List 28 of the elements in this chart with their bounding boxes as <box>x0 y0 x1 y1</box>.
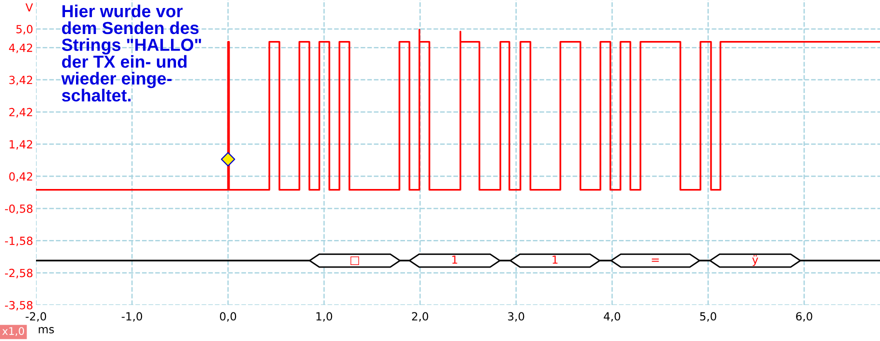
text: x1,0 <box>2 327 24 336</box>
x-tick-label: -1,0 <box>122 312 142 322</box>
annotation: Hier wurde vor dem Senden des Strings "HALLO" der TX ein- und wieder einge- schaltet. <box>61 4 202 102</box>
band-label: ÿ <box>752 255 758 266</box>
y-tick-label: 2,42 <box>9 108 32 118</box>
x-tick-label: 6,0 <box>796 312 812 322</box>
y-tick-label: 3,42 <box>9 76 32 86</box>
y-tick-label: -0,58 <box>5 204 32 214</box>
band-label: 1 <box>552 256 558 264</box>
band-label: = <box>652 258 659 262</box>
y-tick-label: 4,42 <box>9 44 32 54</box>
y-axis-title: V <box>26 3 33 12</box>
y-tick-label: 1,42 <box>10 140 32 150</box>
x-tick-label: 4,0 <box>604 312 620 322</box>
band-label: 1 <box>452 256 458 264</box>
y-tick-label: -1,58 <box>5 236 32 246</box>
x-tick-label: 1,0 <box>316 312 332 322</box>
y-tick-label: -3,58 <box>5 300 32 311</box>
band-label: □ <box>350 256 360 266</box>
x-tick-label: 2,0 <box>412 312 428 322</box>
y-tick-label: -2,58 <box>5 268 32 278</box>
x-tick-label: 5,0 <box>700 312 716 322</box>
x-tick-label: -2,0 <box>26 312 46 322</box>
x-axis-title: ms <box>38 327 54 334</box>
y-tick-label: 0,42 <box>9 172 32 182</box>
x-tick-label: 3,0 <box>508 312 524 322</box>
y-tick-label: 5,0 <box>16 24 32 34</box>
x-tick-label: 0,0 <box>220 312 236 322</box>
